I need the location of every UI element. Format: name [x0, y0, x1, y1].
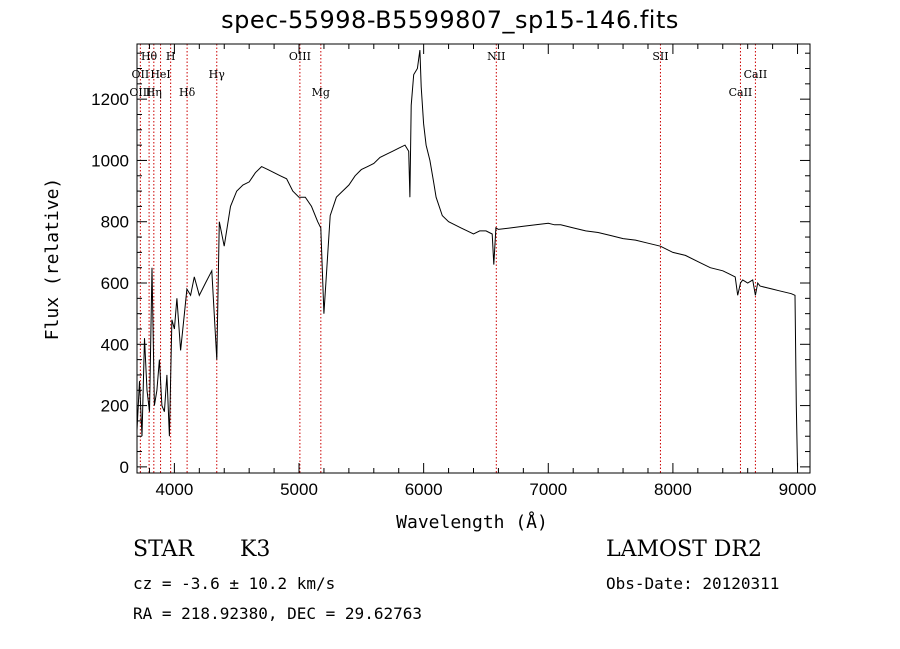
y-tick-label: 1200	[91, 90, 129, 109]
spectrum-line	[136, 50, 798, 467]
emission-line-markers	[139, 44, 756, 473]
axes: 4000 5000 6000 7000 8000 9000 0 200 400 600 800 100…	[91, 43, 817, 499]
y-axis-label: Flux (relative)	[42, 178, 63, 341]
spectrum-series	[136, 50, 798, 467]
emission-line-label: H	[166, 50, 176, 63]
x-tick-label: 4000	[155, 480, 193, 499]
x-tick-label: 6000	[405, 480, 443, 499]
object-class: STAR	[133, 537, 194, 562]
ra-dec-coordinates: RA = 218.92380, DEC = 29.62763	[133, 604, 422, 623]
emission-line-label: Hγ	[209, 68, 226, 81]
emission-line-label: CaII	[744, 68, 768, 81]
chart-title: spec-55998-B5599807_sp15-146.fits	[221, 6, 679, 34]
x-tick-label: 7000	[529, 480, 567, 499]
y-tick-label: 400	[101, 335, 129, 354]
redshift-velocity: cz = -3.6 ± 10.2 km/s	[133, 574, 336, 593]
y-tick-label: 800	[101, 213, 129, 232]
object-subclass: K3	[240, 537, 271, 562]
emission-line-label: SII	[652, 50, 668, 63]
y-tick-label: 1000	[91, 151, 129, 170]
y-tick-label: 200	[101, 397, 129, 416]
x-axis-label: Wavelength (Å)	[396, 511, 548, 533]
x-tick-label: 9000	[779, 480, 817, 499]
emission-line-label: Hδ	[179, 86, 196, 99]
x-tick-label: 5000	[280, 480, 318, 499]
observation-date: Obs-Date: 20120311	[606, 574, 780, 593]
emission-line-label: Hη	[146, 86, 162, 99]
emission-line-label: Hθ	[141, 50, 158, 63]
emission-line-label: OII	[132, 68, 150, 81]
emission-line-label: CaII	[729, 86, 753, 99]
x-tick-label: 8000	[654, 480, 692, 499]
plot-frame	[136, 43, 811, 474]
emission-line-label: OIII	[129, 86, 151, 99]
emission-line-label: Mg	[312, 86, 330, 99]
y-tick-label: 600	[101, 274, 129, 293]
y-tick-label: 0	[120, 458, 129, 477]
emission-line-label: NII	[487, 50, 505, 63]
emission-line-label: HeI	[150, 68, 170, 81]
emission-line-label: OIII	[289, 50, 311, 63]
survey-name: LAMOST DR2	[606, 537, 762, 562]
